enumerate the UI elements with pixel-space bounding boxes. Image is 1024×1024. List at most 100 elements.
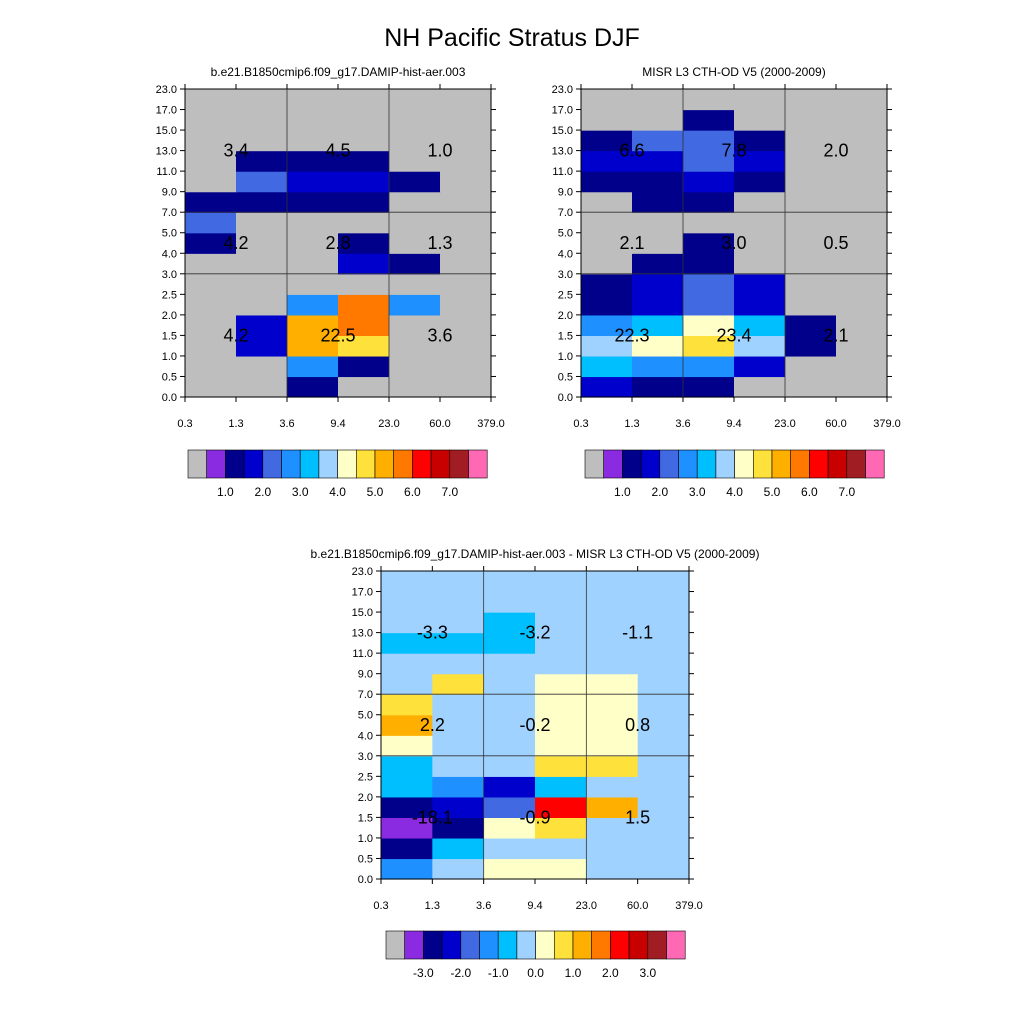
heatmap-cell: [637, 776, 690, 798]
y-tick-label: 0.0: [558, 392, 573, 404]
heatmap-cell: [632, 376, 684, 398]
x-tick-label: 23.0: [774, 418, 795, 430]
heatmap-cell: [338, 109, 390, 131]
heatmap-cell: [836, 376, 888, 398]
block-value-label: 7.8: [721, 141, 746, 161]
heatmap-cell: [483, 694, 536, 716]
heatmap-cell: [581, 335, 633, 357]
heatmap-cell: [683, 171, 735, 193]
heatmap-cell: [836, 130, 888, 152]
heatmap-cell: [338, 130, 390, 152]
heatmap-cell: [389, 273, 441, 295]
heatmap-cell: [683, 191, 735, 213]
y-tick-label: 2.5: [558, 289, 573, 301]
block-value-label: -0.2: [519, 715, 550, 735]
heatmap-cell: [338, 212, 390, 234]
heatmap-cell: [483, 612, 536, 634]
block-value-label: 4.5: [325, 141, 350, 161]
colorbar-swatch: [572, 930, 593, 960]
y-tick-label: 1.0: [162, 351, 177, 363]
heatmap-cell: [236, 150, 288, 172]
heatmap-cell: [287, 232, 339, 254]
heatmap-cell: [637, 858, 690, 880]
heatmap-cell: [483, 653, 536, 675]
x-tick-label: 60.0: [627, 900, 648, 912]
heatmap-cell: [535, 571, 587, 593]
heatmap-cell: [734, 253, 786, 275]
heatmap-cell: [236, 294, 288, 316]
x-tick-label: 3.6: [476, 900, 491, 912]
heatmap-cell: [287, 171, 339, 193]
colorbar-label: 3.0: [639, 966, 656, 980]
block-value-label: 23.4: [716, 325, 751, 345]
heatmap-cell: [581, 376, 633, 398]
heatmap-cell: [581, 355, 633, 378]
heatmap-cell: [581, 89, 633, 111]
y-tick-label: 7.0: [558, 207, 573, 219]
colorbar-swatch: [404, 930, 424, 960]
block-value-label: 22.5: [320, 325, 355, 345]
block-value-label: 2.8: [325, 233, 350, 253]
block-value-label: 2.0: [823, 141, 848, 161]
heatmap-cell: [432, 612, 485, 634]
colorbar-swatch: [393, 449, 413, 479]
colorbar-label: 1.0: [217, 485, 234, 499]
heatmap-cell: [381, 653, 433, 675]
heatmap-cell: [632, 314, 684, 336]
heatmap-cell: [432, 571, 485, 593]
heatmap-cell: [432, 817, 485, 839]
heatmap-cell: [483, 735, 536, 757]
colorbar-swatch: [610, 930, 630, 960]
heatmap-cell: [381, 817, 433, 839]
y-tick-label: 9.0: [162, 187, 177, 199]
colorbar-label: -1.0: [488, 966, 509, 980]
block-value-label: 1.5: [625, 807, 650, 827]
heatmap-cell: [432, 673, 485, 695]
heatmap-cell: [440, 335, 492, 357]
heatmap-cell: [338, 171, 390, 193]
heatmap-cell: [836, 232, 888, 254]
colorbar-label: 7.0: [838, 485, 855, 499]
y-tick-label: 4.0: [558, 248, 573, 260]
heatmap-cell: [632, 89, 684, 111]
heatmap-cell: [236, 314, 288, 336]
x-tick-label: 9.4: [726, 418, 741, 430]
y-tick-label: 2.0: [358, 792, 373, 804]
y-tick-label: 13.0: [552, 146, 573, 158]
heatmap-cell: [683, 294, 735, 316]
heatmap-cell: [287, 253, 339, 275]
heatmap-cell: [287, 212, 339, 234]
heatmap-cell: [836, 253, 888, 275]
colorbar-swatch: [535, 930, 555, 960]
block-value-label: 1.0: [427, 141, 452, 161]
heatmap-cell: [236, 212, 288, 234]
heatmap-cell: [734, 294, 786, 316]
y-tick-label: 13.0: [352, 628, 373, 640]
heatmap-cell: [236, 335, 288, 357]
heatmap-cell: [535, 653, 587, 675]
heatmap-cell: [586, 653, 639, 675]
heatmap-cell: [185, 109, 237, 131]
heatmap-cell: [637, 796, 690, 818]
y-tick-label: 2.0: [162, 310, 177, 322]
heatmap-cell: [483, 837, 536, 860]
heatmap-cell: [535, 735, 587, 757]
y-tick-label: 2.5: [358, 771, 373, 783]
heatmap-cell: [236, 130, 288, 152]
heatmap-cell: [586, 755, 639, 777]
model-panel: b.e21.B1850cmip6.f09_g17.DAMIP-hist-aer.…: [156, 65, 505, 499]
block-value-label: 22.3: [614, 325, 649, 345]
heatmap-cell: [836, 109, 888, 131]
heatmap-cell: [637, 817, 690, 839]
heatmap-cell: [338, 232, 390, 254]
heatmap-cell: [236, 89, 288, 111]
heatmap-cell: [734, 89, 786, 111]
colorbar-swatch: [318, 449, 338, 479]
y-tick-label: 5.0: [358, 710, 373, 722]
x-tick-label: 0.3: [373, 900, 388, 912]
heatmap-cell: [381, 755, 433, 777]
y-tick-label: 15.0: [156, 125, 177, 137]
heatmap-cell: [483, 796, 536, 818]
heatmap-cell: [287, 335, 339, 357]
colorbar-swatch: [696, 449, 717, 479]
